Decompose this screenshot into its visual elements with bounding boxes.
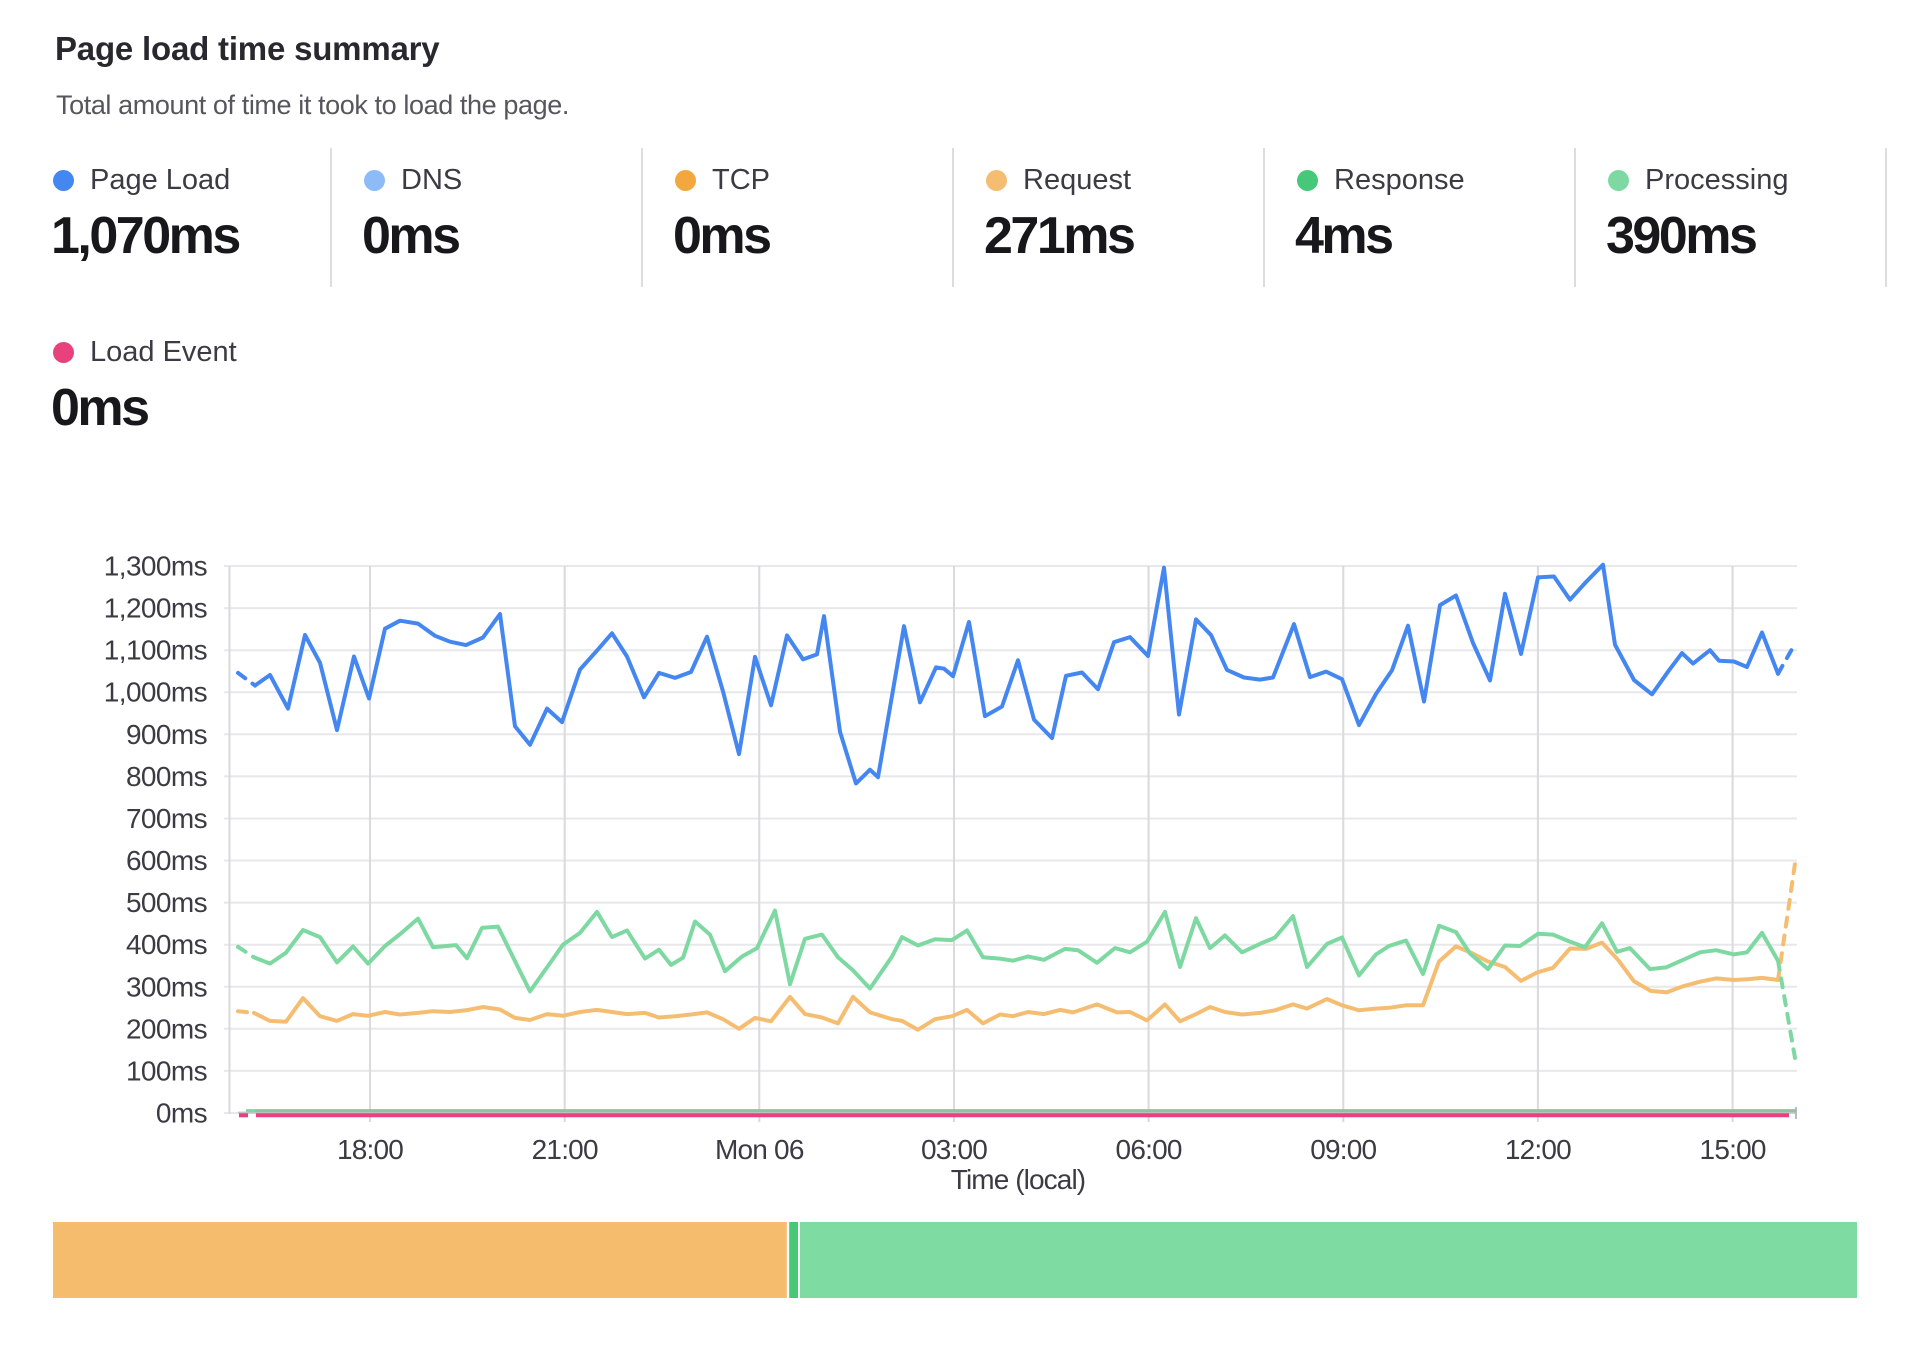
svg-text:1,000ms: 1,000ms [104,677,207,708]
svg-text:0ms: 0ms [156,1098,207,1129]
svg-text:1,300ms: 1,300ms [104,551,207,582]
svg-text:700ms: 700ms [126,803,207,834]
svg-text:Time (local): Time (local) [951,1164,1085,1195]
svg-text:1,200ms: 1,200ms [104,593,207,624]
svg-text:800ms: 800ms [126,761,207,792]
svg-text:Mon 06: Mon 06 [715,1134,804,1165]
svg-text:06:00: 06:00 [1116,1134,1182,1165]
svg-text:15:00: 15:00 [1700,1134,1766,1165]
svg-text:400ms: 400ms [126,929,207,960]
svg-text:100ms: 100ms [126,1055,207,1086]
svg-text:600ms: 600ms [126,845,207,876]
svg-text:500ms: 500ms [126,887,207,918]
svg-text:18:00: 18:00 [337,1134,403,1165]
svg-text:200ms: 200ms [126,1013,207,1044]
svg-text:900ms: 900ms [126,719,207,750]
svg-text:1,100ms: 1,100ms [104,635,207,666]
svg-text:300ms: 300ms [126,971,207,1002]
svg-text:03:00: 03:00 [921,1134,987,1165]
svg-text:21:00: 21:00 [532,1134,598,1165]
svg-text:09:00: 09:00 [1310,1134,1376,1165]
svg-text:12:00: 12:00 [1505,1134,1571,1165]
